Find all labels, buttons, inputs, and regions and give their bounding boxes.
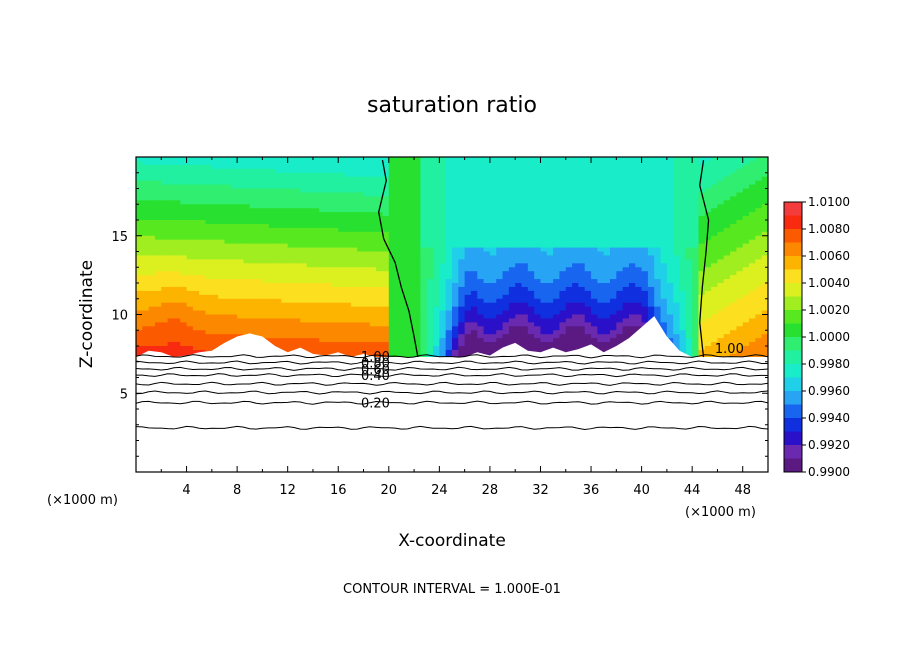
colorbar-tick-label: 1.0060 xyxy=(808,249,850,263)
colorbar-swatch xyxy=(784,256,802,270)
contour-label: 0.40 xyxy=(361,369,390,384)
colorbar-swatch xyxy=(784,243,802,257)
x-tick-label: 40 xyxy=(633,483,650,498)
y-tick-label: 5 xyxy=(120,387,128,402)
x-tick-label: 32 xyxy=(532,483,549,498)
colorbar-tick-label: 0.9940 xyxy=(808,411,850,425)
x-units-label: (×1000 m) xyxy=(685,505,756,520)
x-axis-label: X-coordinate xyxy=(398,531,506,551)
colorbar: 1.0100 1.0080 1.0060 1.0040 1.0020 1.0000 0.99… xyxy=(784,195,850,479)
x-tick-label: 20 xyxy=(381,483,398,498)
colorbar-tick-label: 0.9920 xyxy=(808,438,850,452)
colorbar-swatch xyxy=(784,283,802,297)
colorbar-tick-label: 1.0020 xyxy=(808,303,850,317)
colorbar-swatch xyxy=(784,297,802,311)
y-tick-label: 15 xyxy=(111,230,128,245)
saturation-field xyxy=(136,157,769,472)
y-tick-label: 10 xyxy=(111,309,128,324)
colorbar-tick-label: 0.9900 xyxy=(808,465,850,479)
colorbar-swatch xyxy=(784,324,802,338)
contour-interval: CONTOUR INTERVAL = 1.000E-01 xyxy=(343,582,561,597)
x-tick-label: 16 xyxy=(330,483,347,498)
x-tick-label: 12 xyxy=(279,483,296,498)
chart-title: saturation ratio xyxy=(367,93,537,118)
colorbar-swatch xyxy=(784,391,802,405)
colorbar-swatch xyxy=(784,418,802,432)
x-tick-label: 8 xyxy=(233,483,241,498)
x-tick-label: 36 xyxy=(583,483,600,498)
colorbar-tick-label: 1.0100 xyxy=(808,195,850,209)
colorbar-swatch xyxy=(784,337,802,351)
colorbar-tick-label: 1.0000 xyxy=(808,330,850,344)
colorbar-tick-label: 1.0080 xyxy=(808,222,850,236)
colorbar-tick-label: 1.0040 xyxy=(808,276,850,290)
colorbar-swatch xyxy=(784,202,802,216)
y-axis-label: Z-coordinate xyxy=(77,260,97,368)
colorbar-swatch xyxy=(784,459,802,473)
colorbar-tick-label: 0.9980 xyxy=(808,357,850,371)
colorbar-swatch xyxy=(784,405,802,419)
colorbar-swatch xyxy=(784,310,802,324)
contour-label: 1.00 xyxy=(715,342,744,357)
x-tick-label: 28 xyxy=(482,483,499,498)
x-tick-label: 24 xyxy=(431,483,448,498)
colorbar-swatch xyxy=(784,445,802,459)
colorbar-swatch xyxy=(784,351,802,365)
colorbar-swatch xyxy=(784,216,802,230)
colorbar-tick-label: 0.9960 xyxy=(808,384,850,398)
x-tick-label: 4 xyxy=(182,483,190,498)
x-tick-label: 44 xyxy=(684,483,701,498)
z-units-label: (×1000 m) xyxy=(47,493,118,508)
colorbar-swatch xyxy=(784,432,802,446)
colorbar-swatch xyxy=(784,378,802,392)
colorbar-swatch xyxy=(784,364,802,378)
contour-label: 0.20 xyxy=(361,397,390,412)
colorbar-swatch xyxy=(784,270,802,284)
x-tick-label: 48 xyxy=(734,483,751,498)
colorbar-swatch xyxy=(784,229,802,243)
